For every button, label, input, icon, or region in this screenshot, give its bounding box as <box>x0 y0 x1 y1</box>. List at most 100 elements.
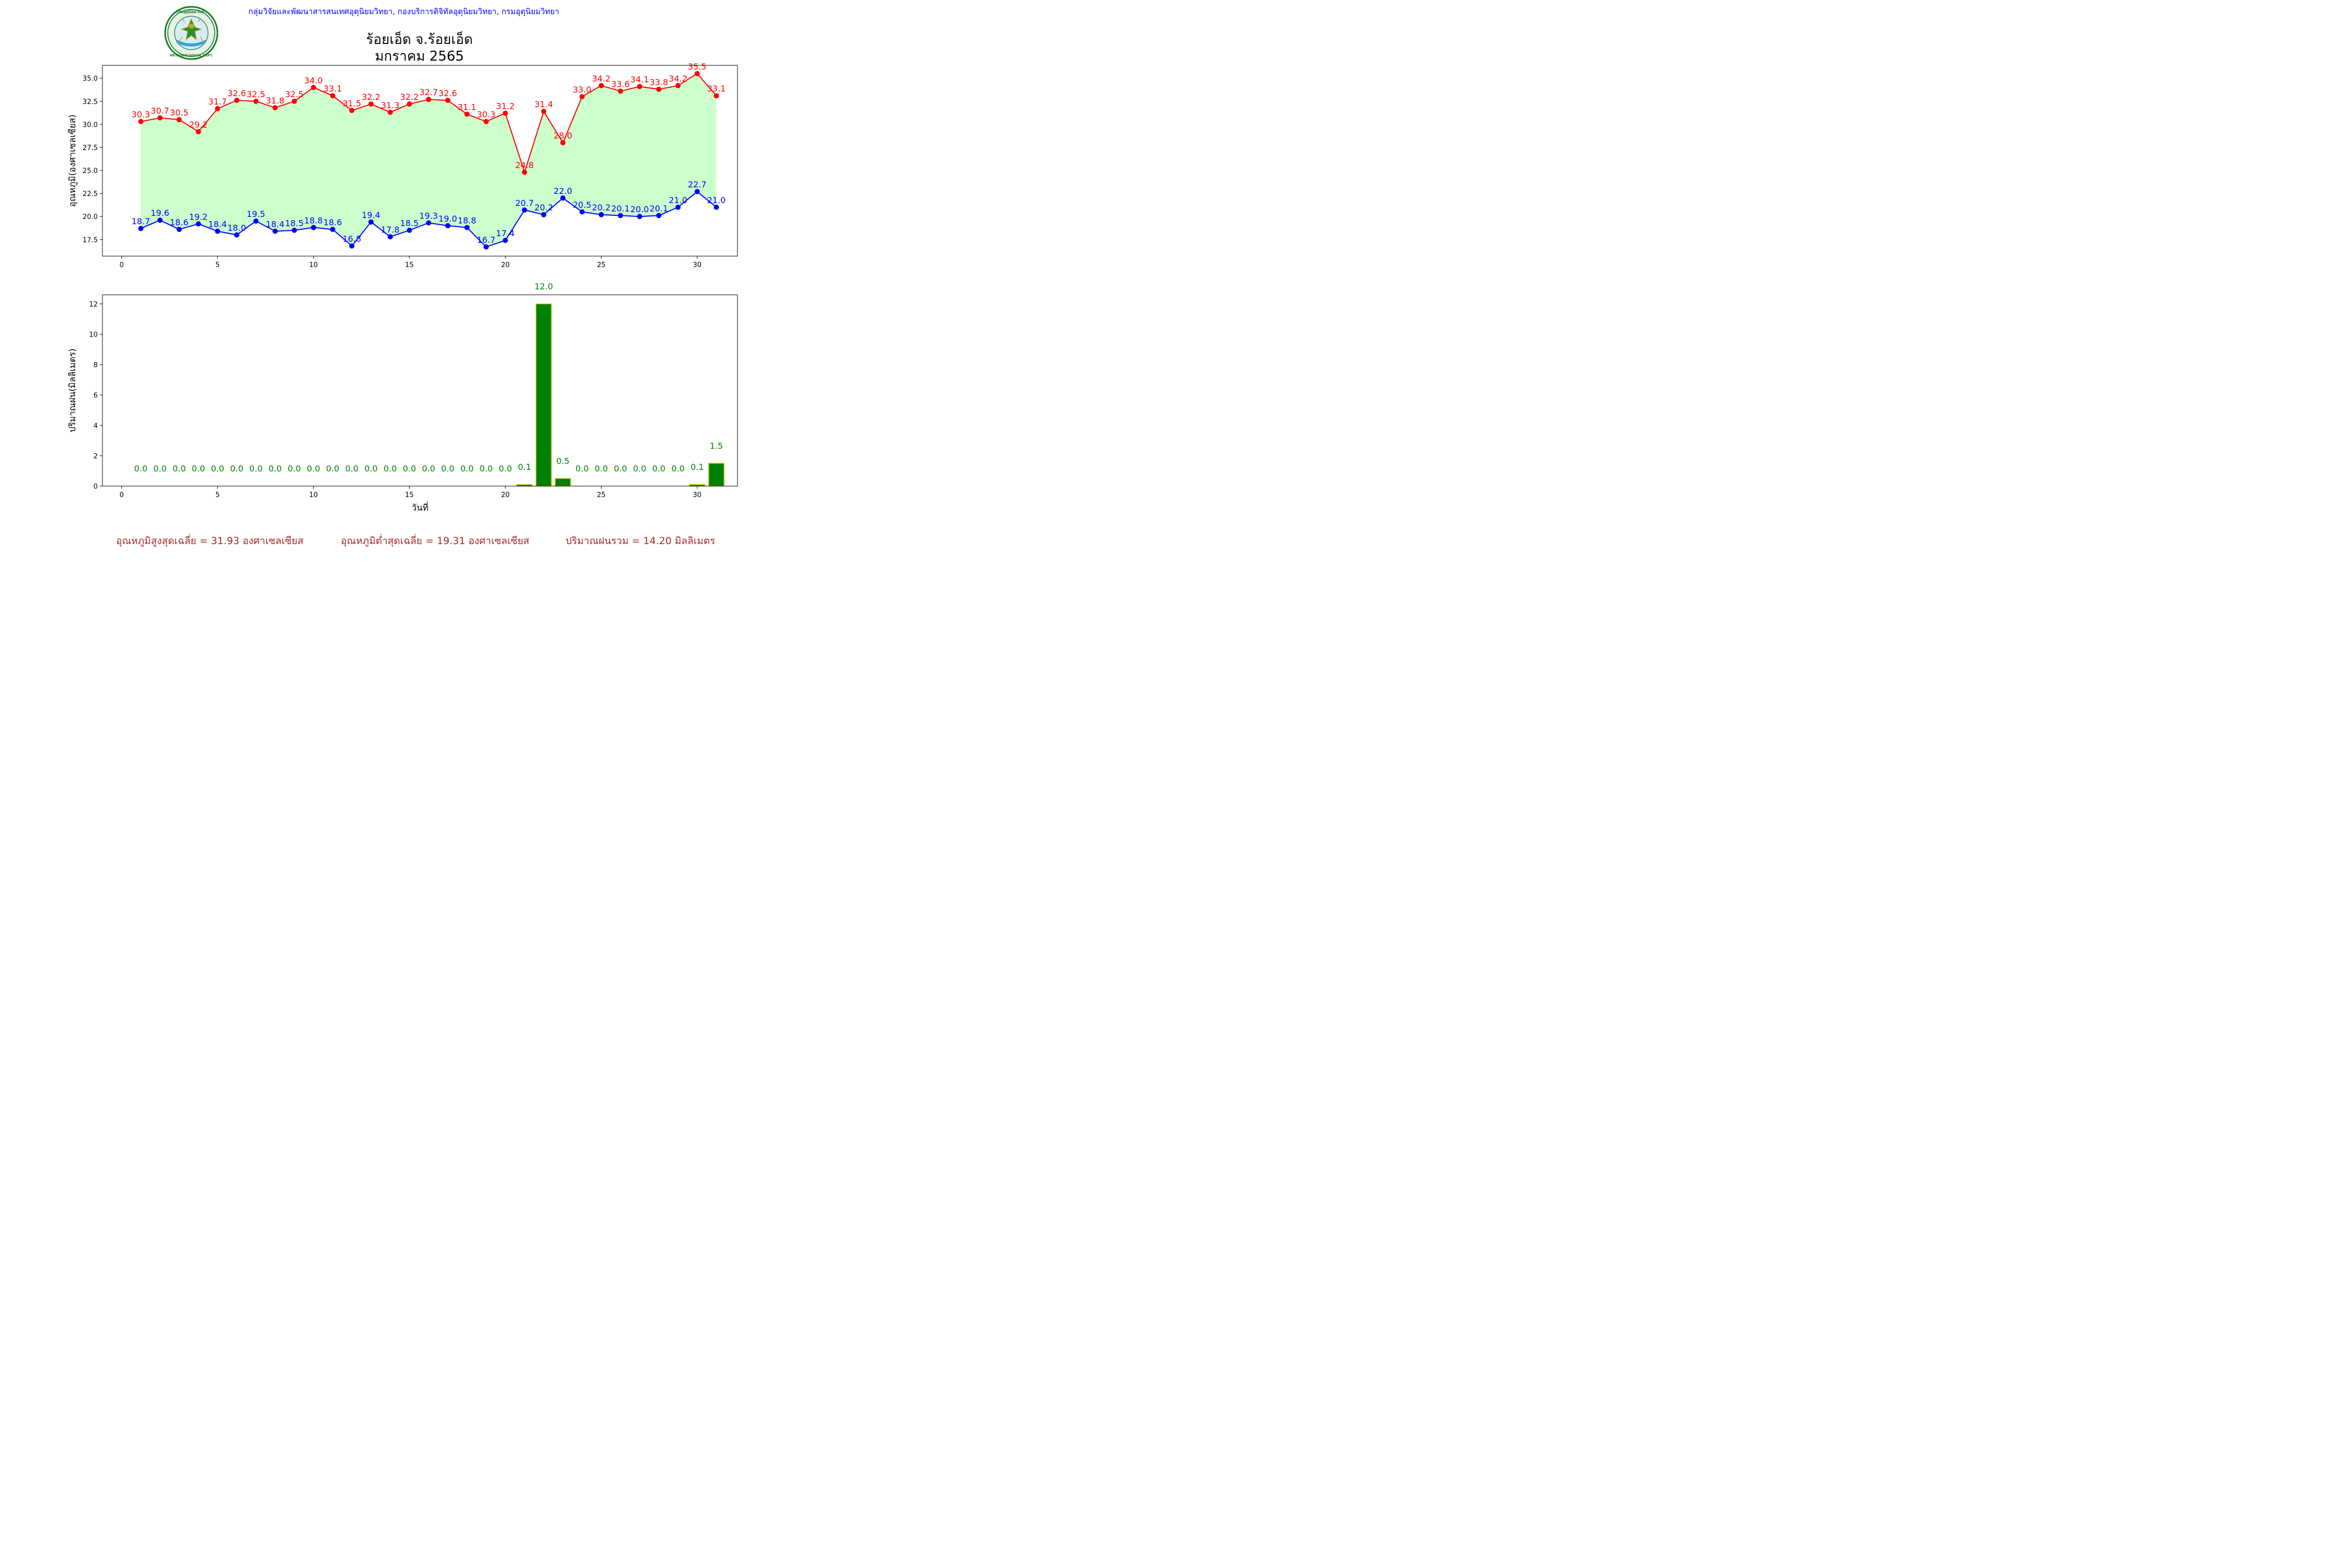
min-temp-data-label: 18.4 <box>208 219 227 229</box>
min-temp-point <box>426 220 432 226</box>
min-temp-data-label: 19.0 <box>439 214 457 224</box>
temp-x-tick-label: 15 <box>405 261 414 269</box>
charts-canvas: 30.3 30.7 30.529.231.732.6 32.531.832.534.0… <box>67 62 738 513</box>
rain-data-label: 0.0 <box>384 464 397 474</box>
rain-bar <box>535 303 552 487</box>
temp-y-tick-label: 17.5 <box>83 236 98 244</box>
min-temp-point <box>637 214 642 220</box>
min-temp-data-label: 20.2 <box>534 203 553 213</box>
max-temp-data-label: 31.7 <box>208 97 227 107</box>
min-temp-data-label: 18.5 <box>285 218 304 228</box>
temp-y-tick-label: 27.5 <box>83 144 98 152</box>
max-temp-point <box>387 109 393 115</box>
max-temp-point <box>675 83 681 88</box>
min-temp-point <box>579 209 585 215</box>
max-temp-data-label: 30.7 <box>151 106 169 116</box>
rain-bar <box>708 463 725 487</box>
min-temp-data-label: 16.7 <box>477 235 495 245</box>
max-temp-data-label: 31.5 <box>342 98 361 108</box>
rain-data-label: 0.0 <box>134 464 147 474</box>
min-temp-data-label: 18.5 <box>400 218 419 228</box>
min-temp-point <box>234 232 239 238</box>
min-temp-data-label: 20.1 <box>611 203 630 213</box>
rain-x-tick-label: 25 <box>597 491 606 499</box>
min-temp-point <box>253 218 259 224</box>
rain-data-label: 0.0 <box>307 464 320 474</box>
min-temp-data-label: 18.7 <box>132 216 151 226</box>
max-temp-data-label: 31.3 <box>381 100 400 110</box>
max-temp-data-label: 34.2 <box>592 74 611 84</box>
department-logo: กรมอุตุนิยมวิทยา METEOROLOGICAL DEPT. <box>164 6 218 60</box>
max-temp-data-label: 24.8 <box>515 160 534 170</box>
max-temp-data-label: 33.8 <box>650 77 668 87</box>
max-temp-point <box>618 88 624 94</box>
min-temp-point <box>694 189 700 194</box>
max-temp-point <box>272 105 278 111</box>
min-temp-point <box>330 226 336 232</box>
min-temp-point <box>387 234 393 239</box>
min-temp-data-label: 21.0 <box>668 195 687 205</box>
min-temp-data-label: 18.8 <box>458 215 477 225</box>
temp-x-tick-label: 20 <box>501 261 510 269</box>
max-temp-point <box>195 129 201 134</box>
max-temp-data-label: 29.2 <box>189 120 208 130</box>
min-temp-point <box>713 204 719 210</box>
max-temp-data-label: 32.6 <box>439 88 457 98</box>
min-temp-data-label: 20.2 <box>592 203 611 213</box>
rain-data-label: 0.0 <box>479 464 492 474</box>
min-temp-data-label: 20.7 <box>515 198 534 208</box>
rain-x-tick-label: 20 <box>501 491 510 499</box>
rain-data-label: 0.0 <box>172 464 186 474</box>
min-temp-point <box>560 195 566 201</box>
avg-min-temperature: อุณหภูมิต่ำสุดเฉลี่ย = 19.31 องศาเซลเซีย… <box>341 535 529 547</box>
rain-data-label: 0.0 <box>364 464 377 474</box>
chart-title-period: มกราคม 2565 <box>375 49 464 64</box>
max-temp-data-label: 33.6 <box>611 79 630 89</box>
temperature-chart: 30.3 30.7 30.529.231.732.6 32.531.832.534.0… <box>67 62 738 269</box>
temp-x-tick-label: 25 <box>597 261 606 269</box>
page: กลุ่มวิจัยและพัฒนาสารสนเทศอุตุนิยมวิทยา,… <box>0 0 808 550</box>
max-temp-data-label: 32.2 <box>362 92 381 102</box>
min-temp-point <box>272 228 278 234</box>
rainfall-chart: 0.0 0.0 0.0 0.0 0.0 0.0 0.0 0.0 0.0 0.0 0.0 0.0 0.0 0… <box>67 281 738 513</box>
max-temp-data-label: 30.3 <box>477 110 495 120</box>
max-temp-point <box>483 119 489 124</box>
min-temp-point <box>157 217 163 223</box>
rain-x-tick-label: 30 <box>693 491 702 499</box>
temp-x-tick-label: 5 <box>215 261 220 269</box>
rain-data-label: 0.0 <box>153 464 166 474</box>
min-temp-point <box>138 226 144 232</box>
rain-y-tick-label: 4 <box>94 422 98 430</box>
min-temp-data-label: 19.6 <box>151 208 169 218</box>
min-temp-data-label: 22.7 <box>688 180 707 190</box>
min-temp-data-label: 18.0 <box>227 223 246 233</box>
min-temp-data-label: 20.1 <box>650 203 668 213</box>
max-temp-point <box>445 98 451 103</box>
max-temp-data-label: 32.6 <box>227 88 246 98</box>
max-temp-point <box>637 84 642 89</box>
rain-data-label: 0.0 <box>614 464 627 474</box>
rain-x-tick-label: 5 <box>215 491 220 499</box>
min-temp-point <box>522 207 527 213</box>
min-temp-point <box>598 212 604 217</box>
min-temp-data-label: 18.6 <box>324 217 342 227</box>
max-temp-data-label: 31.8 <box>266 96 285 106</box>
min-temp-data-label: 17.4 <box>496 228 515 238</box>
temp-y-tick-label: 25.0 <box>83 167 98 175</box>
max-temp-data-label: 32.2 <box>400 92 419 102</box>
min-temp-data-label: 17.8 <box>381 225 400 235</box>
max-temp-data-label: 33.1 <box>324 84 342 94</box>
max-temp-point <box>215 106 221 111</box>
rain-data-label: 0.0 <box>230 464 243 474</box>
max-temp-point <box>234 98 239 103</box>
rain-data-label: 0.0 <box>287 464 301 474</box>
min-temp-point <box>176 226 182 232</box>
max-temp-data-label: 32.7 <box>419 87 438 97</box>
min-temp-point <box>541 212 547 217</box>
department-header: กลุ่มวิจัยและพัฒนาสารสนเทศอุตุนิยมวิทยา,… <box>248 7 559 16</box>
min-temp-point <box>502 238 508 244</box>
min-temp-point <box>349 243 355 249</box>
min-temp-data-label: 22.0 <box>554 186 572 196</box>
max-temp-point <box>407 101 412 107</box>
max-temp-data-label: 31.2 <box>496 101 515 111</box>
